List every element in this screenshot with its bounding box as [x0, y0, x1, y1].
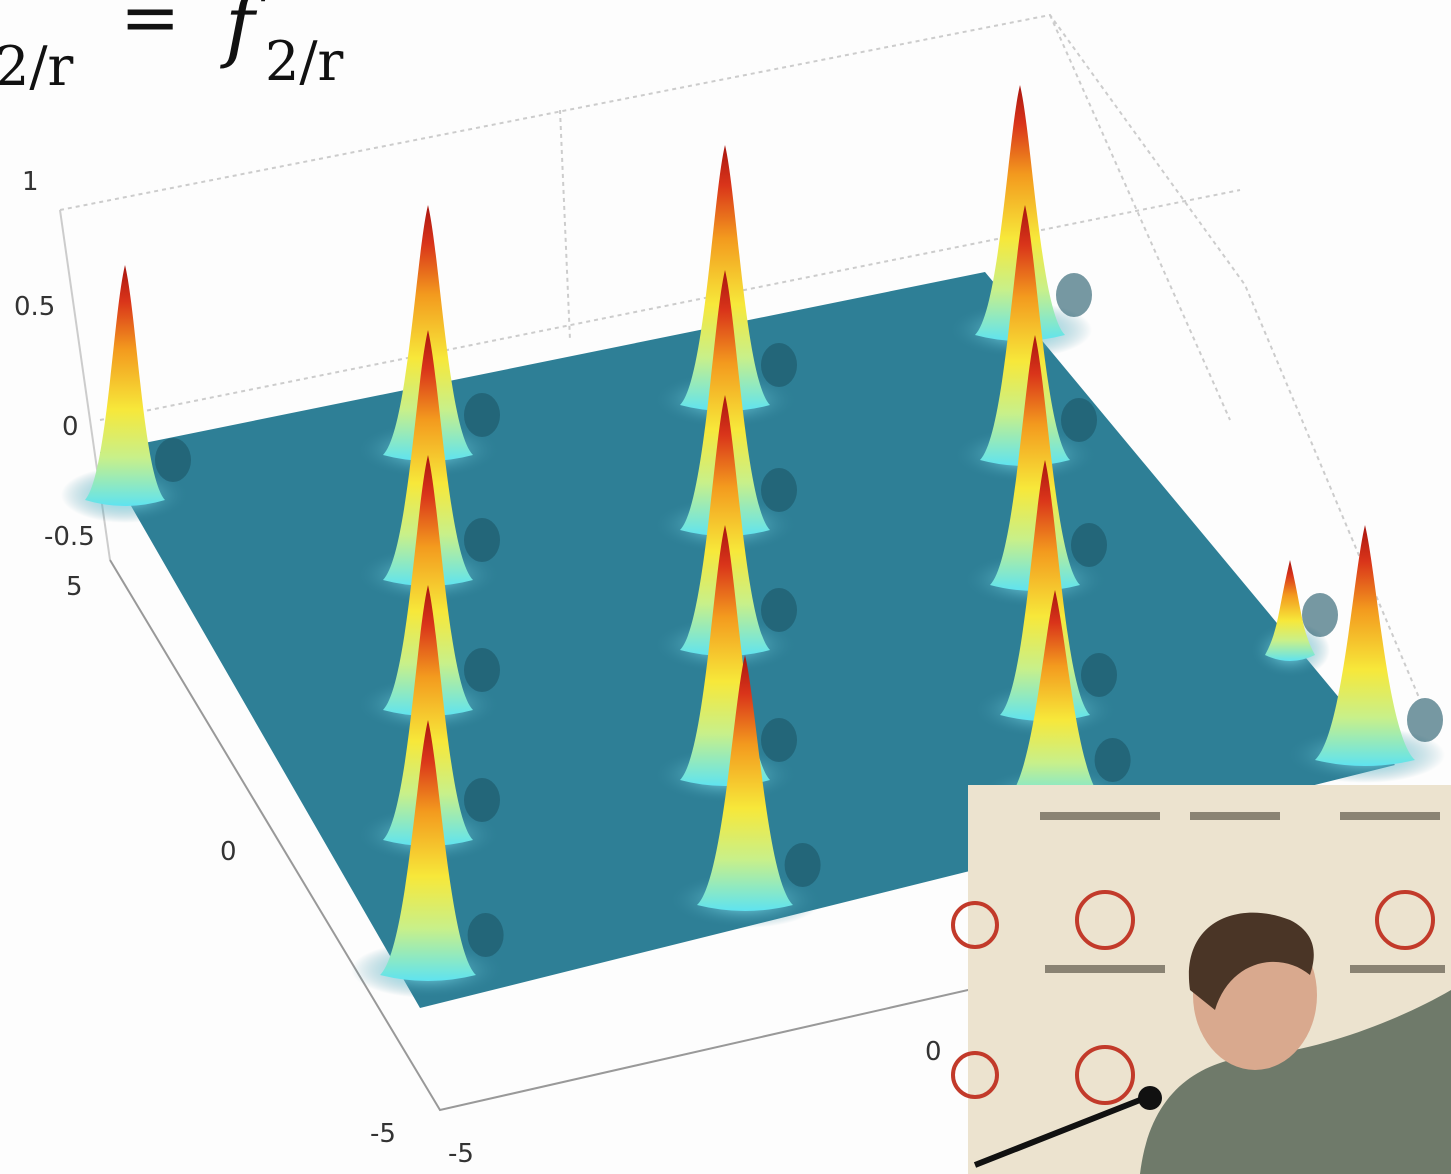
peak-shadow	[761, 468, 797, 512]
peak-shadow	[761, 343, 797, 387]
formula-right-subscript: 2/r	[265, 30, 344, 93]
peak-shadow	[761, 718, 797, 762]
y-tick-label: -5	[370, 1119, 396, 1149]
peak-shadow	[1302, 593, 1338, 637]
formula-left-subscript: 2/r	[0, 35, 74, 98]
z-tick-label: 0	[62, 412, 79, 442]
peak-shadow	[1095, 738, 1131, 782]
y-tick-label: 5	[66, 572, 83, 602]
z-tick-label: 1	[22, 167, 39, 197]
peak-shadow	[464, 393, 500, 437]
y-tick-label: 0	[220, 837, 237, 867]
x-tick-label: -5	[448, 1139, 474, 1169]
speaker-inset	[953, 785, 1451, 1174]
peak-shadow	[1081, 653, 1117, 697]
peak-shadow	[464, 778, 500, 822]
peak-shadow	[464, 648, 500, 692]
peak-shadow	[1061, 398, 1097, 442]
peak-shadow	[785, 843, 821, 887]
formula-equals: =	[120, 0, 180, 59]
peak-shadow	[1071, 523, 1107, 567]
z-tick-label: -0.5	[44, 522, 95, 552]
peak-shadow	[464, 518, 500, 562]
peak-shadow	[468, 913, 504, 957]
peak-shadow	[1407, 698, 1443, 742]
peak-shadow	[1056, 273, 1092, 317]
z-tick-label: 0.5	[14, 292, 55, 322]
peak-shadow	[155, 438, 191, 482]
video-frame: 2/r = f 2/r 1 0.5 0 -0.5 5 0 -5 -5 0	[0, 0, 1451, 1174]
x-tick-label: 0	[925, 1037, 942, 1067]
peak-shadow	[761, 588, 797, 632]
